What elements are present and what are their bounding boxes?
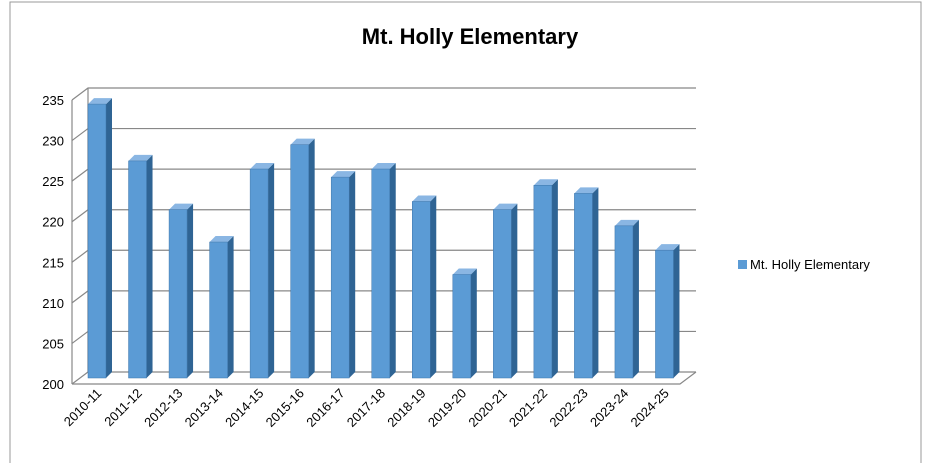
y-tick-label: 210 <box>42 296 64 311</box>
legend-swatch <box>738 260 747 269</box>
bar-side <box>106 98 112 378</box>
legend-label: Mt. Holly Elementary <box>750 257 870 272</box>
y-tick-label: 225 <box>42 174 64 189</box>
bar-top <box>250 163 275 170</box>
bar-side <box>470 268 477 378</box>
bar <box>330 176 350 379</box>
bar-top <box>412 195 437 202</box>
bar-side <box>551 179 558 378</box>
bar-top <box>88 98 112 105</box>
y-tick-label: 200 <box>42 377 64 392</box>
bar-side <box>187 203 194 378</box>
bar <box>128 160 147 379</box>
chart-frame <box>9 1 922 463</box>
bar-side <box>673 244 680 378</box>
bar-top <box>331 171 356 178</box>
bar-top <box>371 163 396 170</box>
bar <box>574 193 593 379</box>
bar-side <box>430 195 437 378</box>
bar-top <box>169 203 194 210</box>
bar-top <box>655 244 680 251</box>
y-tick-label: 220 <box>42 215 64 230</box>
bar <box>533 185 553 379</box>
bar-side <box>389 163 396 378</box>
bar <box>209 241 228 379</box>
y-tick-label: 205 <box>42 336 64 351</box>
bar <box>452 274 472 379</box>
bar-side <box>511 203 518 378</box>
bar-top <box>614 219 639 226</box>
bar <box>614 225 634 379</box>
bar <box>655 249 674 379</box>
bar-side <box>632 219 639 378</box>
y-tick-label: 230 <box>42 134 64 149</box>
bar <box>412 201 431 379</box>
bar-side <box>308 138 315 378</box>
bar-top <box>290 138 315 145</box>
bar-top <box>128 154 153 161</box>
bar <box>290 144 309 379</box>
bar-top <box>209 236 234 243</box>
x-axis <box>72 371 697 385</box>
bar <box>168 209 188 379</box>
chart-title: Mt. Holly Elementary <box>362 24 579 49</box>
grid-line <box>71 87 696 101</box>
bar <box>249 168 269 379</box>
bar-side <box>146 154 153 378</box>
y-tick-label: 215 <box>42 255 64 270</box>
bar-top <box>493 203 518 210</box>
bar-side <box>227 236 234 378</box>
bar <box>371 168 390 379</box>
bar-side <box>268 163 275 378</box>
bar-top <box>574 187 599 194</box>
bar-side <box>349 171 356 378</box>
bar <box>493 209 512 379</box>
bar-side <box>592 187 599 378</box>
bar-top <box>452 268 477 275</box>
y-tick-label: 235 <box>42 93 64 108</box>
bar <box>87 103 107 379</box>
bar-top <box>533 179 558 186</box>
